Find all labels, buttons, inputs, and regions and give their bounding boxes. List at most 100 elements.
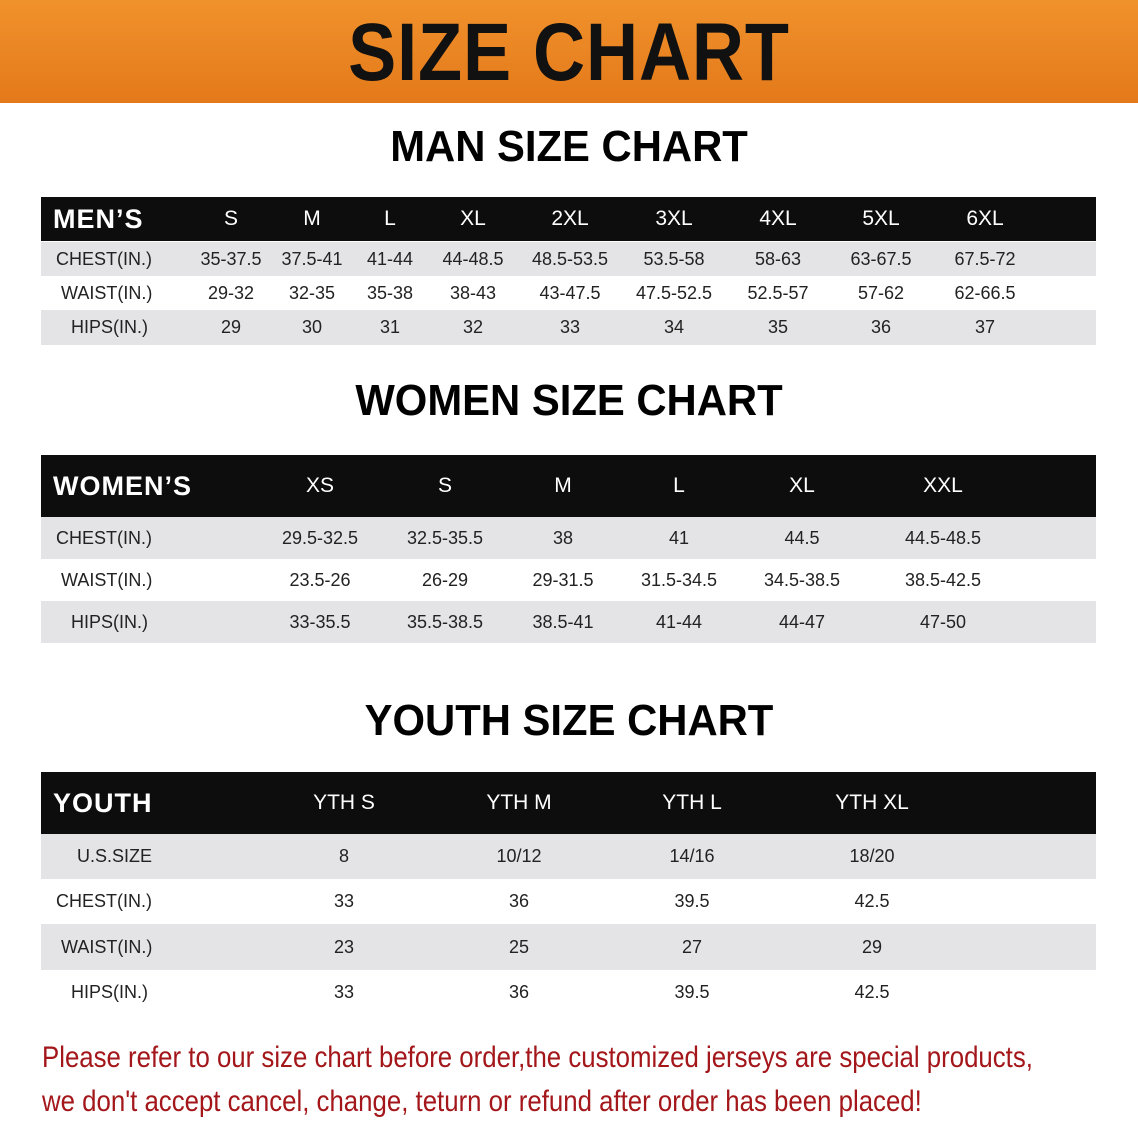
table-cell: 14/16 <box>669 846 715 866</box>
row-label: CHEST(IN.) <box>56 248 152 269</box>
table-cell: 27 <box>681 936 703 957</box>
table-cell: 31 <box>379 317 401 337</box>
table-cell: 8 <box>338 846 350 866</box>
table-cell: 33 <box>333 982 355 1002</box>
men-section-title: MAN SIZE CHART <box>390 122 748 171</box>
table-cell: 33 <box>333 891 355 911</box>
table-cell: 32 <box>462 317 484 337</box>
table-cell: 29.5-32.5 <box>281 527 359 548</box>
table-row: HIPS(IN.) 33-35.5 35.5-38.5 38.5-41 41-44 44-… <box>41 601 1096 643</box>
table-row: WAIST(IN.) 23 25 27 29 <box>41 924 1096 970</box>
row-label: WAIST(IN.) <box>61 282 153 303</box>
row-label: HIPS(IN.) <box>71 317 149 337</box>
table-cell: 44.5-48.5 <box>904 527 982 548</box>
table-cell: 37.5-41 <box>281 248 343 269</box>
youth-section-title: YOUTH SIZE CHART <box>364 696 774 745</box>
header-size-cell: XL <box>789 474 815 497</box>
row-label: HIPS(IN.) <box>71 611 149 632</box>
table-cell: 37 <box>974 317 996 337</box>
table-row: CHEST(IN.) 35-37.5 37.5-41 41-44 44-48.5 48.5… <box>41 242 1096 276</box>
header-label: WOMEN’S <box>53 470 192 501</box>
table-cell: 10/12 <box>496 846 542 866</box>
row-label: CHEST(IN.) <box>56 891 152 911</box>
header-size-cell: L <box>384 207 396 230</box>
table-cell: 47.5-52.5 <box>635 282 713 303</box>
table-cell: 29-32 <box>207 282 255 303</box>
header-size-cell: XS <box>305 474 335 497</box>
table-cell: 29-31.5 <box>532 569 594 590</box>
table-cell: 26-29 <box>421 569 469 590</box>
table-row: HIPS(IN.) 29 30 31 32 33 34 35 36 37 <box>41 310 1096 345</box>
header-size-cell: XXL <box>923 474 963 497</box>
row-label: U.S.SIZE <box>77 846 153 866</box>
table-cell: 57-62 <box>857 282 905 303</box>
table-cell: 35.5-38.5 <box>406 611 484 632</box>
row-label: HIPS(IN.) <box>71 982 149 1002</box>
table-cell: 33 <box>559 317 581 337</box>
table-cell: 34.5-38.5 <box>763 569 841 590</box>
table-cell: 38.5-41 <box>532 611 594 632</box>
table-cell: 36 <box>508 891 530 911</box>
header-size-cell: YTH XL <box>835 791 909 814</box>
header-size-cell: S <box>223 207 239 230</box>
table-cell: 58-63 <box>754 248 802 269</box>
women-section-title: WOMEN SIZE CHART <box>355 376 783 425</box>
table-cell: 38.5-42.5 <box>904 569 982 590</box>
table-cell: 44-48.5 <box>442 248 504 269</box>
table-cell: 41-44 <box>366 248 414 269</box>
header-label: MEN’S <box>53 203 144 234</box>
table-cell: 41-44 <box>655 611 703 632</box>
table-cell: 39.5 <box>674 891 710 911</box>
table-header-row: WOMEN’S XS S M L XL XXL <box>41 455 1096 517</box>
header-size-cell: M <box>554 474 572 497</box>
header-size-cell: XL <box>460 207 486 230</box>
table-cell: 42.5 <box>854 982 890 1002</box>
header-size-cell: 2XL <box>551 207 589 230</box>
table-cell: 18/20 <box>849 846 895 866</box>
row-label: CHEST(IN.) <box>56 527 152 548</box>
table-row: WAIST(IN.) 23.5-26 26-29 29-31.5 31.5-34.5 34… <box>41 559 1096 601</box>
table-cell: 31.5-34.5 <box>640 569 718 590</box>
table-cell: 30 <box>301 317 323 337</box>
table-row: CHEST(IN.) 33 36 39.5 42.5 <box>41 879 1096 924</box>
table-cell: 36 <box>870 317 892 337</box>
banner-title: SIZE CHART <box>348 7 790 98</box>
table-cell: 36 <box>508 982 530 1002</box>
row-label: WAIST(IN.) <box>61 936 153 957</box>
table-cell: 23.5-26 <box>289 569 351 590</box>
header-label: YOUTH <box>53 787 153 818</box>
table-cell: 43-47.5 <box>539 282 601 303</box>
table-cell: 52.5-57 <box>747 282 809 303</box>
header-size-cell: S <box>437 474 453 497</box>
row-label: WAIST(IN.) <box>61 569 153 590</box>
table-cell: 25 <box>508 936 530 957</box>
table-cell: 29 <box>861 936 883 957</box>
header-size-cell: YTH M <box>486 791 552 814</box>
table-cell: 63-67.5 <box>850 248 912 269</box>
table-cell: 38 <box>552 527 574 548</box>
table-cell: 41 <box>668 527 690 548</box>
header-size-cell: 3XL <box>655 207 693 230</box>
header-size-cell: L <box>673 474 685 497</box>
header-size-cell: M <box>303 207 321 230</box>
table-cell: 29 <box>220 317 242 337</box>
table-cell: 32-35 <box>288 282 336 303</box>
table-cell: 23 <box>333 936 355 957</box>
table-cell: 32.5-35.5 <box>406 527 484 548</box>
header-size-cell: 5XL <box>862 207 900 230</box>
table-cell: 62-66.5 <box>954 282 1016 303</box>
table-cell: 34 <box>663 317 685 337</box>
table-row: U.S.SIZE 8 10/12 14/16 18/20 <box>41 834 1096 879</box>
banner: SIZE CHART <box>0 0 1138 103</box>
table-cell: 44.5 <box>784 527 820 548</box>
header-size-cell: 4XL <box>759 207 797 230</box>
table-row: WAIST(IN.) 29-32 32-35 35-38 38-43 43-47.5 47.… <box>41 276 1096 310</box>
table-cell: 44-47 <box>778 611 826 632</box>
notice-line-2: we don't accept cancel, change, teturn o… <box>42 1085 922 1118</box>
header-size-cell: YTH L <box>662 791 722 814</box>
table-row: CHEST(IN.) 29.5-32.5 32.5-35.5 38 41 44.5 44.5… <box>41 517 1096 559</box>
table-cell: 42.5 <box>854 891 890 911</box>
notice-line-1: Please refer to our size chart before or… <box>42 1041 1033 1074</box>
table-cell: 53.5-58 <box>643 248 705 269</box>
table-cell: 35-37.5 <box>200 248 262 269</box>
